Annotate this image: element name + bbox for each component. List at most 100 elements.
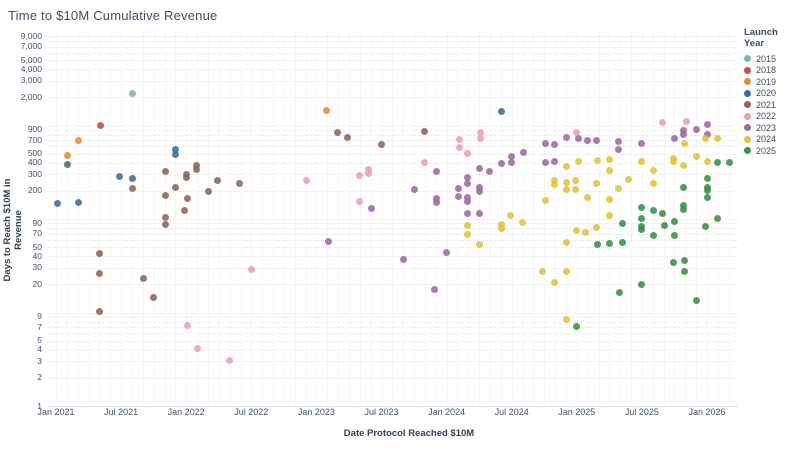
- legend-item-2019[interactable]: 2019: [744, 76, 800, 88]
- data-point[interactable]: [551, 180, 559, 188]
- data-point[interactable]: [562, 267, 570, 275]
- data-point[interactable]: [680, 161, 688, 169]
- legend-item-2020[interactable]: 2020: [744, 88, 800, 100]
- data-point[interactable]: [670, 134, 678, 142]
- data-point[interactable]: [367, 204, 375, 212]
- data-point[interactable]: [638, 157, 646, 165]
- data-point[interactable]: [618, 219, 626, 227]
- data-point[interactable]: [725, 159, 733, 167]
- data-point[interactable]: [302, 176, 310, 184]
- data-point[interactable]: [594, 240, 602, 248]
- data-point[interactable]: [650, 207, 658, 215]
- legend-item-2025[interactable]: 2025: [744, 145, 800, 157]
- data-point[interactable]: [161, 192, 169, 200]
- data-point[interactable]: [344, 134, 352, 141]
- data-point[interactable]: [193, 161, 201, 169]
- data-point[interactable]: [64, 151, 72, 159]
- data-point[interactable]: [421, 128, 428, 136]
- data-point[interactable]: [365, 165, 372, 173]
- data-point[interactable]: [184, 321, 191, 329]
- data-point[interactable]: [497, 108, 505, 116]
- data-point[interactable]: [616, 288, 624, 296]
- data-point[interactable]: [650, 231, 658, 239]
- data-point[interactable]: [703, 186, 711, 194]
- data-point[interactable]: [638, 280, 646, 288]
- data-point[interactable]: [669, 258, 677, 266]
- data-point[interactable]: [475, 209, 483, 217]
- data-point[interactable]: [365, 170, 372, 178]
- data-point[interactable]: [333, 128, 341, 136]
- data-point[interactable]: [355, 172, 363, 179]
- data-point[interactable]: [573, 322, 581, 330]
- data-point[interactable]: [456, 135, 464, 143]
- data-point[interactable]: [172, 145, 180, 153]
- data-point[interactable]: [486, 167, 494, 175]
- data-point[interactable]: [432, 167, 440, 175]
- data-point[interactable]: [463, 173, 471, 181]
- data-point[interactable]: [475, 188, 483, 195]
- data-point[interactable]: [551, 157, 559, 165]
- data-point[interactable]: [539, 267, 547, 275]
- data-point[interactable]: [213, 176, 221, 184]
- data-point[interactable]: [96, 122, 104, 129]
- data-point[interactable]: [204, 187, 212, 195]
- data-point[interactable]: [193, 165, 201, 173]
- data-point[interactable]: [95, 270, 103, 278]
- data-point[interactable]: [181, 206, 189, 214]
- data-point[interactable]: [443, 248, 451, 256]
- data-point[interactable]: [562, 162, 570, 170]
- legend-item-2015[interactable]: 2015: [744, 53, 800, 65]
- legend-item-2018[interactable]: 2018: [744, 65, 800, 77]
- data-point[interactable]: [562, 315, 570, 323]
- data-point[interactable]: [74, 137, 82, 145]
- data-point[interactable]: [247, 265, 255, 273]
- data-point[interactable]: [638, 214, 646, 222]
- data-point[interactable]: [625, 175, 633, 183]
- data-point[interactable]: [497, 159, 505, 167]
- data-point[interactable]: [161, 167, 169, 175]
- data-point[interactable]: [194, 345, 202, 353]
- data-point[interactable]: [475, 183, 483, 191]
- data-point[interactable]: [497, 225, 505, 233]
- data-point[interactable]: [53, 200, 61, 208]
- data-point[interactable]: [508, 152, 516, 160]
- data-point[interactable]: [463, 221, 471, 229]
- data-point[interactable]: [475, 240, 483, 248]
- data-point[interactable]: [592, 137, 600, 145]
- data-point[interactable]: [542, 158, 550, 166]
- data-point[interactable]: [638, 139, 646, 147]
- data-point[interactable]: [605, 167, 613, 174]
- data-point[interactable]: [432, 194, 440, 202]
- data-point[interactable]: [703, 174, 711, 182]
- data-point[interactable]: [378, 140, 385, 148]
- data-point[interactable]: [681, 267, 689, 275]
- data-point[interactable]: [703, 157, 711, 165]
- data-point[interactable]: [660, 221, 668, 229]
- data-point[interactable]: [172, 183, 180, 191]
- data-point[interactable]: [551, 140, 559, 148]
- data-point[interactable]: [605, 195, 613, 203]
- data-point[interactable]: [355, 197, 363, 205]
- data-point[interactable]: [562, 239, 570, 246]
- data-point[interactable]: [116, 173, 124, 180]
- legend-item-2023[interactable]: 2023: [744, 122, 800, 134]
- data-point[interactable]: [562, 186, 570, 193]
- data-point[interactable]: [659, 209, 667, 217]
- data-point[interactable]: [475, 164, 483, 172]
- data-point[interactable]: [605, 239, 613, 247]
- data-point[interactable]: [463, 197, 471, 205]
- data-point[interactable]: [477, 134, 484, 142]
- data-point[interactable]: [432, 198, 440, 206]
- data-point[interactable]: [682, 118, 690, 126]
- data-point[interactable]: [605, 211, 613, 219]
- data-point[interactable]: [681, 257, 689, 264]
- data-point[interactable]: [64, 160, 72, 168]
- data-point[interactable]: [592, 180, 600, 187]
- data-point[interactable]: [680, 183, 688, 191]
- data-point[interactable]: [638, 203, 646, 211]
- data-point[interactable]: [463, 194, 471, 201]
- data-point[interactable]: [582, 228, 590, 236]
- data-point[interactable]: [693, 296, 701, 304]
- data-point[interactable]: [463, 150, 471, 158]
